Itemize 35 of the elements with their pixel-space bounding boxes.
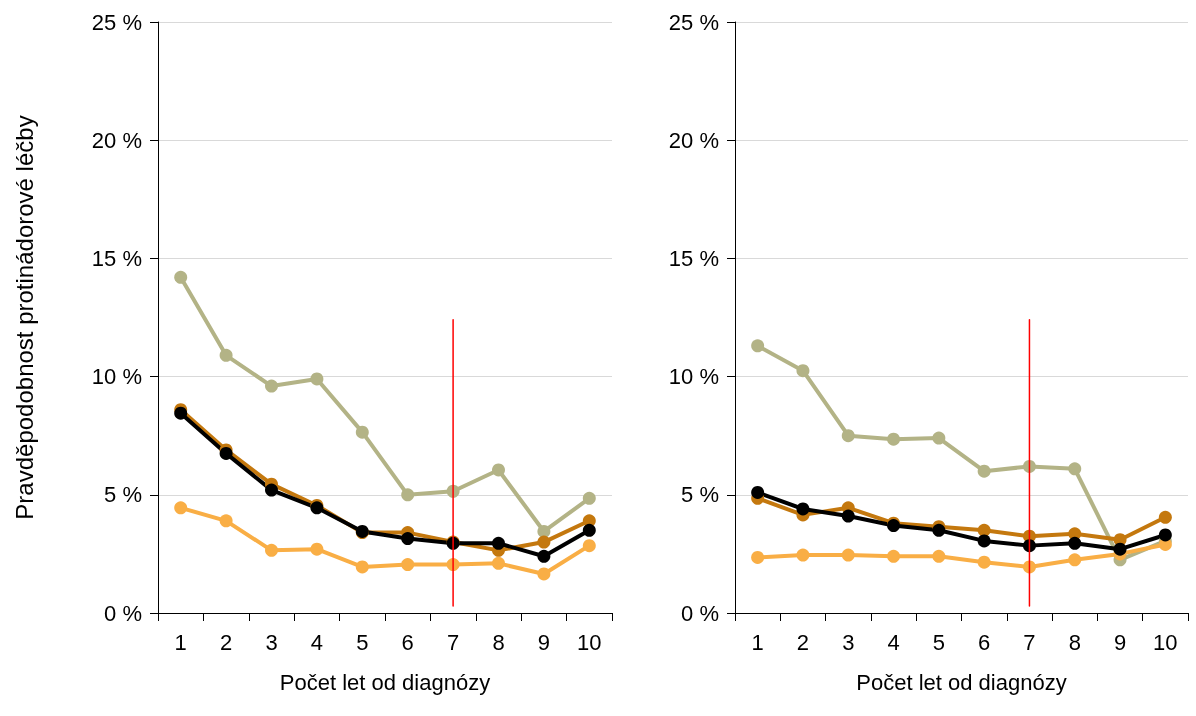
y-tick-label: 10 % [91, 364, 142, 390]
y-tick-label: 20 % [668, 127, 719, 153]
y-axis-title: Pravděpodobnost protinádorové léčby [10, 115, 38, 520]
x-tick-label: 7 [446, 629, 460, 655]
x-tick-label: 9 [537, 629, 551, 655]
x-tick-label: 2 [219, 629, 233, 655]
y-tick-label: 25 % [668, 9, 719, 35]
x-tick-label: 7 [1023, 629, 1036, 655]
x-tick-label: 4 [310, 629, 324, 655]
y-tick-label: 0 % [104, 600, 142, 626]
x-axis-title: Počet let od diagnózy [279, 669, 491, 695]
y-tick-label: 15 % [91, 245, 142, 271]
y-tick-label: 0 % [681, 600, 719, 626]
y-tick-label: 10 % [668, 364, 719, 390]
x-tick-label: 5 [356, 629, 369, 655]
x-axis-title: Počet let od diagnózy [856, 669, 1067, 695]
x-tick-label: 10 [577, 629, 602, 655]
x-tick-label: 4 [887, 629, 900, 655]
x-tick-label: 2 [796, 629, 810, 655]
x-tick-label: 1 [174, 629, 187, 655]
x-tick-label: 10 [1153, 629, 1178, 655]
x-tick-label: 6 [978, 629, 991, 655]
x-tick-label: 9 [1113, 629, 1127, 655]
x-tick-label: 8 [1068, 629, 1081, 655]
x-tick-label: 3 [842, 629, 855, 655]
x-tick-label: 5 [932, 629, 945, 655]
y-tick-label: 15 % [668, 245, 719, 271]
x-tick-label: 1 [751, 629, 764, 655]
x-tick-label: 3 [265, 629, 278, 655]
y-tick-label: 20 % [91, 127, 142, 153]
y-tick-label: 25 % [91, 9, 142, 35]
x-tick-label: 6 [401, 629, 414, 655]
y-tick-label: 5 % [104, 482, 142, 508]
x-tick-label: 8 [492, 629, 505, 655]
y-tick-label: 5 % [681, 482, 719, 508]
